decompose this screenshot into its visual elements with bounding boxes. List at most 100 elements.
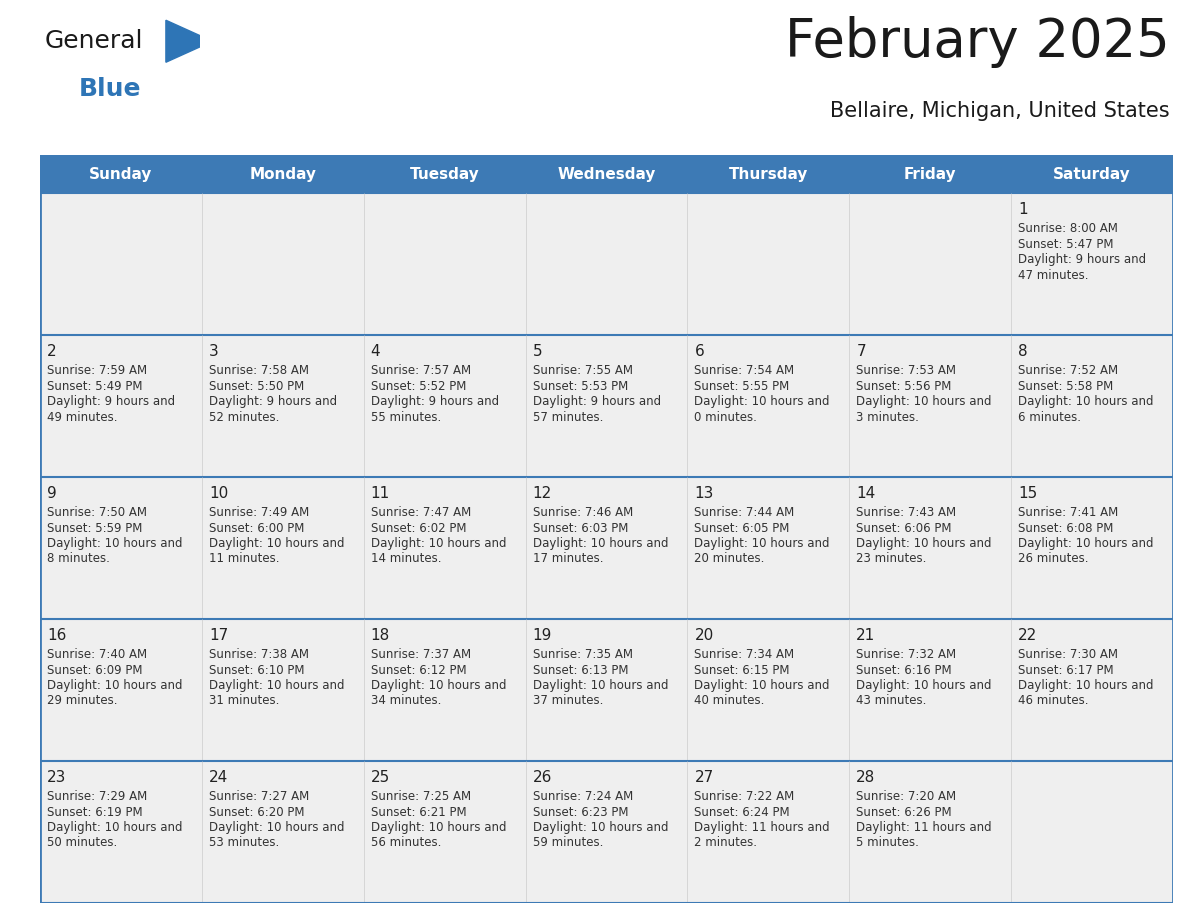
Text: Daylight: 10 hours and: Daylight: 10 hours and [209,537,345,550]
Text: Daylight: 10 hours and: Daylight: 10 hours and [857,679,992,692]
Text: 0 minutes.: 0 minutes. [695,410,757,423]
Text: 43 minutes.: 43 minutes. [857,695,927,708]
Text: Sunset: 5:58 PM: Sunset: 5:58 PM [1018,379,1113,393]
Text: Daylight: 11 hours and: Daylight: 11 hours and [695,821,830,834]
Text: Sunset: 6:08 PM: Sunset: 6:08 PM [1018,521,1113,534]
Text: General: General [45,29,144,53]
Text: Sunrise: 7:57 AM: Sunrise: 7:57 AM [371,364,470,377]
Text: 22: 22 [1018,628,1037,643]
Text: 14 minutes.: 14 minutes. [371,553,441,565]
Text: Daylight: 9 hours and: Daylight: 9 hours and [1018,253,1146,266]
Text: February 2025: February 2025 [785,17,1170,69]
Text: Sunrise: 7:41 AM: Sunrise: 7:41 AM [1018,506,1118,519]
Text: Sunset: 5:56 PM: Sunset: 5:56 PM [857,379,952,393]
Text: 7: 7 [857,344,866,359]
Bar [364,155,525,193]
Text: Sunset: 6:23 PM: Sunset: 6:23 PM [532,805,628,819]
Text: Daylight: 10 hours and: Daylight: 10 hours and [857,537,992,550]
Text: 9: 9 [48,486,57,501]
Text: Daylight: 10 hours and: Daylight: 10 hours and [209,821,345,834]
Text: 26 minutes.: 26 minutes. [1018,553,1088,565]
Text: Daylight: 10 hours and: Daylight: 10 hours and [695,395,830,408]
Text: Daylight: 10 hours and: Daylight: 10 hours and [48,679,183,692]
Text: 18: 18 [371,628,390,643]
Text: 6 minutes.: 6 minutes. [1018,410,1081,423]
Text: Sunset: 6:09 PM: Sunset: 6:09 PM [48,664,143,677]
Text: Sunrise: 7:53 AM: Sunrise: 7:53 AM [857,364,956,377]
Bar [1011,155,1173,193]
Text: 26: 26 [532,770,552,785]
Text: Sunset: 6:06 PM: Sunset: 6:06 PM [857,521,952,534]
Text: 37 minutes.: 37 minutes. [532,695,604,708]
Text: Sunrise: 7:38 AM: Sunrise: 7:38 AM [209,648,309,661]
Text: Sunset: 6:24 PM: Sunset: 6:24 PM [695,805,790,819]
Text: Sunrise: 7:49 AM: Sunrise: 7:49 AM [209,506,309,519]
Text: Sunset: 6:16 PM: Sunset: 6:16 PM [857,664,952,677]
Text: 3 minutes.: 3 minutes. [857,410,920,423]
Text: Sunrise: 7:35 AM: Sunrise: 7:35 AM [532,648,632,661]
Text: Daylight: 10 hours and: Daylight: 10 hours and [1018,537,1154,550]
Text: Sunrise: 7:47 AM: Sunrise: 7:47 AM [371,506,470,519]
Text: Daylight: 9 hours and: Daylight: 9 hours and [532,395,661,408]
Text: Sunrise: 7:54 AM: Sunrise: 7:54 AM [695,364,795,377]
Text: 4: 4 [371,344,380,359]
Text: Sunset: 6:10 PM: Sunset: 6:10 PM [209,664,304,677]
Text: Sunrise: 7:29 AM: Sunrise: 7:29 AM [48,790,147,803]
Text: Friday: Friday [904,166,956,182]
Text: 21: 21 [857,628,876,643]
Text: Daylight: 10 hours and: Daylight: 10 hours and [695,537,830,550]
Text: 31 minutes.: 31 minutes. [209,695,279,708]
Text: Sunset: 6:20 PM: Sunset: 6:20 PM [209,805,304,819]
Text: Sunrise: 7:25 AM: Sunrise: 7:25 AM [371,790,470,803]
Text: 17 minutes.: 17 minutes. [532,553,604,565]
Bar [40,477,1173,619]
Text: Daylight: 9 hours and: Daylight: 9 hours and [371,395,499,408]
Text: Daylight: 10 hours and: Daylight: 10 hours and [371,821,506,834]
Text: Sunrise: 7:40 AM: Sunrise: 7:40 AM [48,648,147,661]
Text: Sunrise: 7:34 AM: Sunrise: 7:34 AM [695,648,795,661]
Text: Sunrise: 7:22 AM: Sunrise: 7:22 AM [695,790,795,803]
Text: 52 minutes.: 52 minutes. [209,410,279,423]
Text: Sunset: 6:00 PM: Sunset: 6:00 PM [209,521,304,534]
Text: Sunset: 6:13 PM: Sunset: 6:13 PM [532,664,628,677]
Text: Sunset: 6:21 PM: Sunset: 6:21 PM [371,805,467,819]
Bar [40,619,1173,761]
Text: 49 minutes.: 49 minutes. [48,410,118,423]
Text: Sunrise: 7:24 AM: Sunrise: 7:24 AM [532,790,633,803]
Text: Wednesday: Wednesday [557,166,656,182]
Text: 11: 11 [371,486,390,501]
Text: Sunrise: 7:32 AM: Sunrise: 7:32 AM [857,648,956,661]
Text: Daylight: 10 hours and: Daylight: 10 hours and [532,679,668,692]
Text: Sunset: 6:12 PM: Sunset: 6:12 PM [371,664,467,677]
Text: Daylight: 10 hours and: Daylight: 10 hours and [695,679,830,692]
Text: Tuesday: Tuesday [410,166,480,182]
Text: Daylight: 9 hours and: Daylight: 9 hours and [209,395,337,408]
Text: Sunday: Sunday [89,166,152,182]
Text: 20: 20 [695,628,714,643]
Text: 23 minutes.: 23 minutes. [857,553,927,565]
Text: 10: 10 [209,486,228,501]
Text: 55 minutes.: 55 minutes. [371,410,441,423]
Bar [849,155,1011,193]
Text: Sunrise: 8:00 AM: Sunrise: 8:00 AM [1018,222,1118,235]
Bar [525,155,688,193]
Text: 8 minutes.: 8 minutes. [48,553,109,565]
Text: Sunset: 6:03 PM: Sunset: 6:03 PM [532,521,628,534]
Bar [688,155,849,193]
Bar [40,761,1173,903]
Text: Sunset: 6:19 PM: Sunset: 6:19 PM [48,805,143,819]
Text: Blue: Blue [80,76,141,100]
Text: 17: 17 [209,628,228,643]
Text: Sunset: 6:17 PM: Sunset: 6:17 PM [1018,664,1114,677]
Text: 8: 8 [1018,344,1028,359]
Bar [40,155,202,193]
Text: Daylight: 10 hours and: Daylight: 10 hours and [371,537,506,550]
Text: Sunrise: 7:50 AM: Sunrise: 7:50 AM [48,506,147,519]
Text: Daylight: 10 hours and: Daylight: 10 hours and [857,395,992,408]
Text: Sunset: 5:59 PM: Sunset: 5:59 PM [48,521,143,534]
Text: Sunset: 6:26 PM: Sunset: 6:26 PM [857,805,952,819]
Text: 1: 1 [1018,202,1028,217]
Text: 34 minutes.: 34 minutes. [371,695,441,708]
Text: Sunset: 5:52 PM: Sunset: 5:52 PM [371,379,466,393]
Text: 20 minutes.: 20 minutes. [695,553,765,565]
